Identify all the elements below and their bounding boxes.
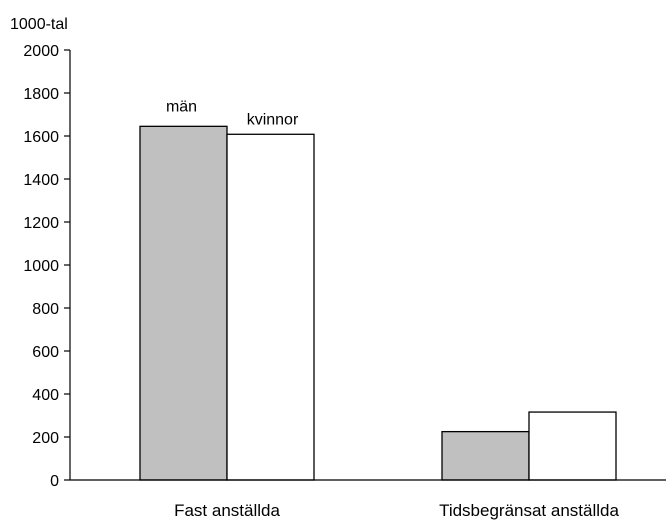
bar-kvinnor-1 (528, 411, 617, 481)
y-tick-label: 800 (32, 301, 59, 318)
y-axis-unit-label: 1000-tal (10, 16, 68, 33)
x-category-label: Tidsbegränsat anställda (439, 501, 619, 520)
y-tick-label: 1600 (23, 129, 59, 146)
y-tick-label: 600 (32, 344, 59, 361)
y-tick-label: 1400 (23, 172, 59, 189)
y-axis: 0 200 400 600 800 1000 1200 1400 1600 1800 2000 (23, 43, 71, 490)
series-label-man: män (166, 98, 197, 115)
bar-man-0 (139, 125, 228, 481)
series-labels: män kvinnor (166, 98, 299, 128)
y-tick-label: 1200 (23, 215, 59, 232)
y-tick-label: 2000 (23, 43, 59, 60)
bar-man-1 (441, 430, 530, 481)
series-label-kvinnor: kvinnor (247, 111, 299, 128)
x-category-label: Fast anställda (174, 501, 280, 520)
y-tick-label: 200 (32, 430, 59, 447)
y-tick-label: 1000 (23, 258, 59, 275)
y-tick-label: 0 (50, 473, 59, 490)
bars (139, 125, 617, 481)
bar-kvinnor-0 (226, 133, 315, 481)
x-axis: Fast anställda Tidsbegränsat anställda (70, 479, 666, 520)
y-tick-label: 1800 (23, 86, 59, 103)
y-tick-label: 400 (32, 387, 59, 404)
